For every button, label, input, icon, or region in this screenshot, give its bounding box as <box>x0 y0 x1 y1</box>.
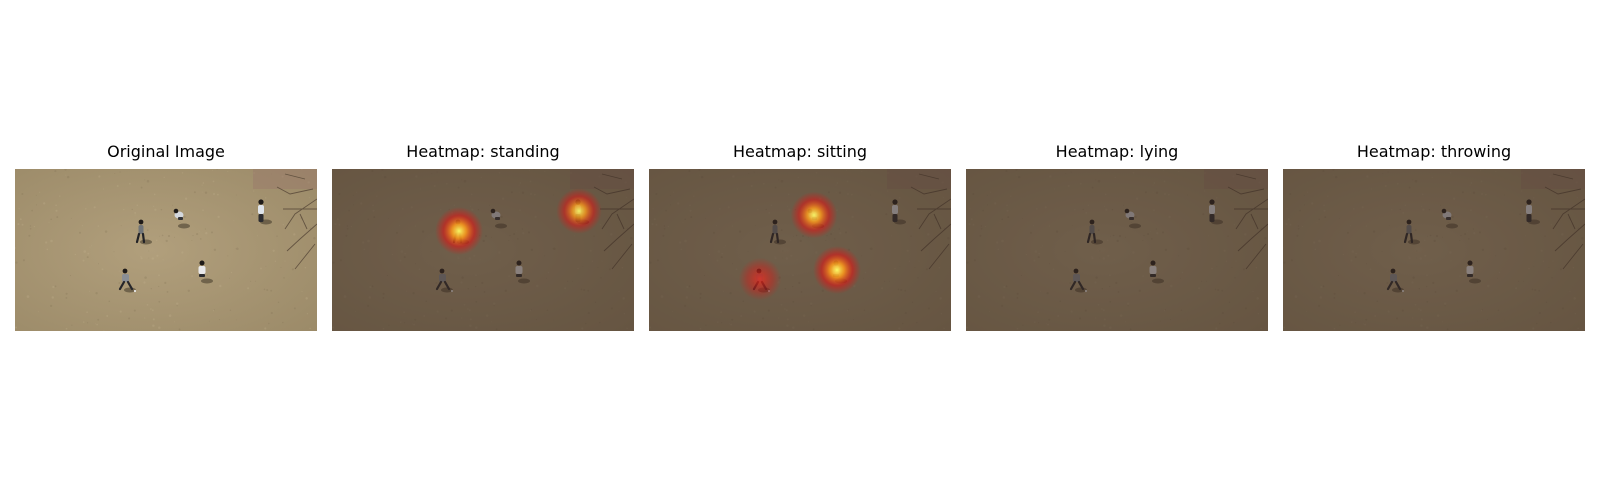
person-3 <box>258 199 272 225</box>
heatmap-overlay <box>649 169 951 331</box>
grass-ground <box>15 169 317 331</box>
heatmap-lying-image <box>966 169 1268 331</box>
person-4 <box>118 268 137 293</box>
tree-branches <box>253 169 317 270</box>
heat-spot <box>738 257 782 301</box>
panel-title: Heatmap: sitting <box>732 142 868 161</box>
panel-title: Original Image <box>107 142 225 161</box>
panel-heatmap-lying: Heatmap: lying <box>966 142 1268 331</box>
panel-title: Heatmap: throwing <box>1356 142 1512 161</box>
person-2 <box>173 208 190 229</box>
heatmap-sitting-image <box>649 169 951 331</box>
panel-heatmap-sitting: Heatmap: sitting <box>649 142 951 331</box>
heatmap-standing-image <box>332 169 634 331</box>
heatmap-throwing-image <box>1283 169 1585 331</box>
panel-heatmap-standing: Heatmap: standing <box>332 142 634 331</box>
panel-title: Heatmap: lying <box>1055 142 1179 161</box>
panel-heatmap-throwing: Heatmap: throwing <box>1283 142 1585 331</box>
panel-title: Heatmap: standing <box>406 142 560 161</box>
heatmap-overlay <box>1283 169 1585 331</box>
heat-spot <box>435 207 483 255</box>
original-image <box>15 169 317 331</box>
heat-spot <box>556 188 602 234</box>
panel-original-image: Original Image <box>15 142 317 331</box>
heat-spot <box>813 246 861 294</box>
person-5 <box>198 260 213 284</box>
heatmap-overlay <box>966 169 1268 331</box>
person-1 <box>135 219 152 245</box>
heat-spot <box>790 191 838 239</box>
